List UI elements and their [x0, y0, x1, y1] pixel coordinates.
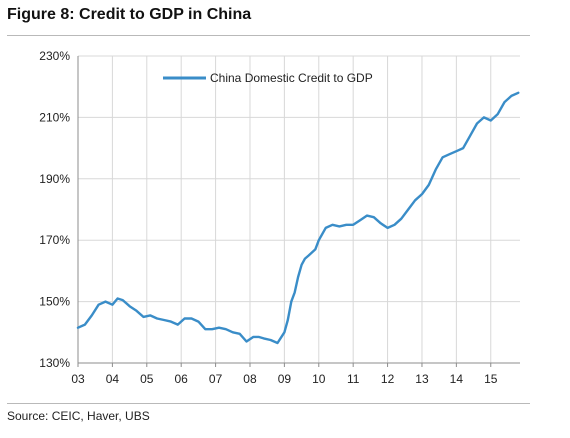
series-line	[76, 91, 520, 345]
x-tick-labels: 03 04 05 06 07 08 09 10 11 12 13 14 15	[71, 372, 497, 386]
x-tick-label: 04	[106, 372, 120, 386]
y-tick-label: 150%	[39, 295, 70, 309]
x-tick-label: 14	[450, 372, 464, 386]
bottom-rule	[7, 403, 530, 404]
y-tick-labels: 130% 150% 170% 190% 210% 230%	[39, 49, 70, 370]
x-tick-label: 12	[381, 372, 395, 386]
source-note: Source: CEIC, Haver, UBS	[7, 409, 150, 423]
x-tick-label: 08	[243, 372, 257, 386]
x-tick-label: 06	[175, 372, 189, 386]
x-tick-label: 03	[71, 372, 85, 386]
legend: China Domestic Credit to GDP	[163, 71, 373, 85]
x-tick-label: 15	[484, 372, 498, 386]
chart-title: Figure 8: Credit to GDP in China	[7, 6, 252, 23]
top-rule	[7, 35, 530, 36]
x-tick-label: 05	[140, 372, 154, 386]
y-tick-label: 170%	[39, 233, 70, 247]
y-tick-label: 130%	[39, 356, 70, 370]
y-tick-label: 230%	[39, 49, 70, 63]
x-tick-label: 09	[278, 372, 292, 386]
x-tick-label: 13	[415, 372, 429, 386]
y-tick-label: 190%	[39, 172, 70, 186]
series-lines	[76, 91, 520, 345]
x-tick-label: 11	[347, 372, 360, 386]
axis-lines	[77, 56, 520, 367]
y-tick-label: 210%	[39, 110, 70, 124]
grid-lines	[78, 55, 520, 363]
x-tick-label: 10	[312, 372, 326, 386]
x-tick-label: 07	[209, 372, 223, 386]
legend-label: China Domestic Credit to GDP	[210, 71, 373, 85]
